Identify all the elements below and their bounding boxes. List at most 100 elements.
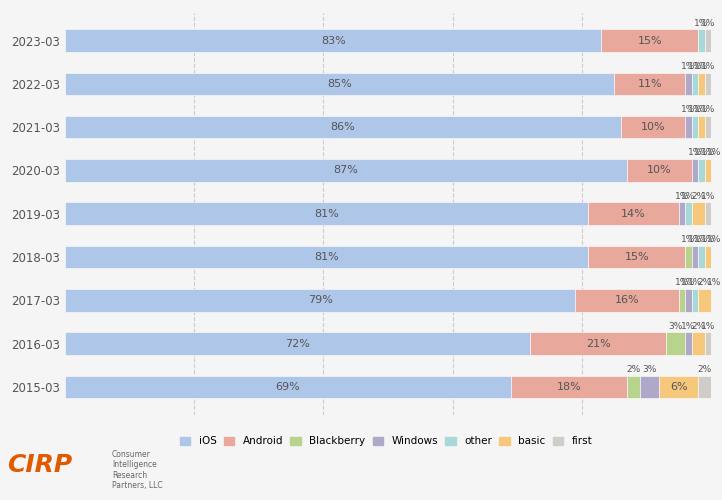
- Text: 1%: 1%: [701, 62, 715, 71]
- Text: 1%: 1%: [682, 105, 696, 114]
- Text: 72%: 72%: [285, 338, 310, 348]
- Text: 3%: 3%: [643, 365, 657, 374]
- Text: 69%: 69%: [276, 382, 300, 392]
- Bar: [692, 159, 698, 182]
- Text: 2%: 2%: [627, 365, 640, 374]
- Text: 15%: 15%: [625, 252, 649, 262]
- Bar: [698, 116, 705, 138]
- Bar: [575, 289, 679, 312]
- Bar: [685, 332, 692, 355]
- Text: 1%: 1%: [701, 322, 715, 330]
- Text: 2%: 2%: [691, 322, 705, 330]
- Bar: [685, 202, 692, 225]
- Bar: [679, 202, 685, 225]
- Bar: [621, 116, 685, 138]
- Bar: [588, 202, 679, 225]
- Bar: [705, 159, 711, 182]
- Bar: [685, 246, 692, 268]
- Text: 1%: 1%: [701, 192, 715, 201]
- Text: 18%: 18%: [557, 382, 581, 392]
- Text: 1%: 1%: [701, 235, 715, 244]
- Bar: [685, 72, 692, 95]
- Text: 1%: 1%: [688, 148, 703, 158]
- Bar: [705, 246, 711, 268]
- Text: 1%: 1%: [675, 278, 690, 287]
- Bar: [698, 246, 705, 268]
- Bar: [692, 72, 698, 95]
- Text: 1%: 1%: [695, 148, 709, 158]
- Bar: [65, 246, 588, 268]
- Bar: [65, 159, 627, 182]
- Text: 79%: 79%: [308, 296, 333, 306]
- Text: 1%: 1%: [688, 105, 703, 114]
- Bar: [692, 116, 698, 138]
- Text: 1%: 1%: [688, 235, 703, 244]
- Bar: [65, 202, 588, 225]
- Text: 1%: 1%: [708, 148, 721, 158]
- Text: 1%: 1%: [675, 192, 690, 201]
- Bar: [65, 116, 621, 138]
- Text: 1%: 1%: [701, 148, 715, 158]
- Text: 1%: 1%: [695, 235, 709, 244]
- Bar: [530, 332, 666, 355]
- Bar: [692, 202, 705, 225]
- Text: 85%: 85%: [327, 79, 352, 89]
- Bar: [692, 289, 698, 312]
- Bar: [685, 289, 692, 312]
- Bar: [640, 376, 659, 398]
- Legend: iOS, Android, Blackberry, Windows, other, basic, first: iOS, Android, Blackberry, Windows, other…: [180, 436, 592, 446]
- Bar: [511, 376, 627, 398]
- Bar: [666, 332, 685, 355]
- Bar: [711, 289, 718, 312]
- Text: 1%: 1%: [695, 62, 709, 71]
- Bar: [627, 159, 692, 182]
- Bar: [65, 289, 575, 312]
- Text: 21%: 21%: [586, 338, 611, 348]
- Bar: [705, 332, 711, 355]
- Bar: [65, 376, 511, 398]
- Bar: [679, 289, 685, 312]
- Text: 2%: 2%: [691, 192, 705, 201]
- Text: 10%: 10%: [640, 122, 666, 132]
- Text: CIRP: CIRP: [7, 453, 72, 477]
- Bar: [685, 116, 692, 138]
- Text: 1%: 1%: [688, 278, 703, 287]
- Bar: [65, 332, 530, 355]
- Text: 1%: 1%: [708, 235, 721, 244]
- Bar: [65, 30, 601, 52]
- Text: 1%: 1%: [701, 105, 715, 114]
- Text: 1%: 1%: [708, 278, 721, 287]
- Text: 11%: 11%: [638, 79, 662, 89]
- Text: 1%: 1%: [682, 192, 696, 201]
- Text: 16%: 16%: [615, 296, 640, 306]
- Text: Consumer
Intelligence
Research
Partners, LLC: Consumer Intelligence Research Partners,…: [112, 450, 162, 490]
- Text: 1%: 1%: [682, 322, 696, 330]
- Text: 87%: 87%: [334, 166, 359, 175]
- Bar: [698, 159, 705, 182]
- Text: 10%: 10%: [647, 166, 671, 175]
- Bar: [614, 72, 685, 95]
- Bar: [711, 246, 718, 268]
- Text: 2%: 2%: [697, 278, 712, 287]
- Bar: [698, 30, 705, 52]
- Text: 15%: 15%: [638, 36, 662, 46]
- Text: 6%: 6%: [670, 382, 687, 392]
- Text: 14%: 14%: [621, 209, 646, 219]
- Bar: [698, 72, 705, 95]
- Bar: [705, 30, 711, 52]
- Text: 1%: 1%: [682, 62, 696, 71]
- Text: 1%: 1%: [695, 18, 709, 28]
- Text: 83%: 83%: [321, 36, 346, 46]
- Text: 1%: 1%: [695, 105, 709, 114]
- Text: 1%: 1%: [688, 62, 703, 71]
- Text: 2%: 2%: [697, 365, 712, 374]
- Text: 81%: 81%: [314, 252, 339, 262]
- Bar: [588, 246, 685, 268]
- Text: 81%: 81%: [314, 209, 339, 219]
- Bar: [627, 376, 640, 398]
- Bar: [698, 376, 711, 398]
- Bar: [692, 246, 698, 268]
- Bar: [705, 72, 711, 95]
- Text: 86%: 86%: [331, 122, 355, 132]
- Bar: [711, 159, 718, 182]
